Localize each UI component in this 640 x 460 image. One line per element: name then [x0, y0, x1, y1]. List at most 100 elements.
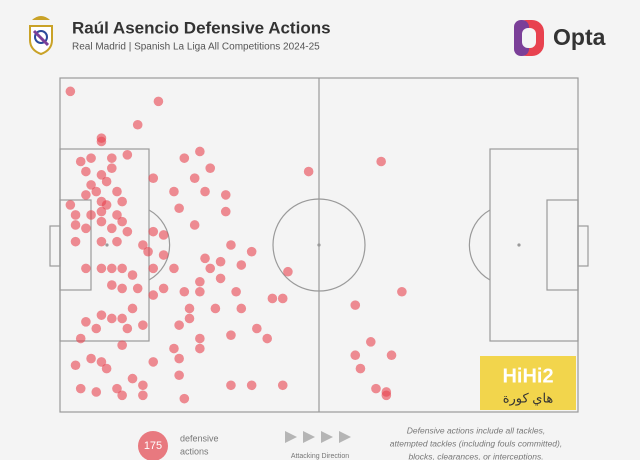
action-dot	[143, 246, 153, 257]
action-dot	[283, 266, 293, 277]
action-dot	[127, 373, 138, 384]
action-dot	[303, 166, 314, 177]
action-dot	[96, 216, 107, 227]
action-dot	[65, 200, 76, 210]
action-dot	[75, 333, 86, 344]
club-crest	[29, 16, 53, 56]
action-dot	[112, 383, 122, 394]
action-dot	[158, 250, 169, 260]
direction-arrows	[285, 431, 351, 443]
action-dot	[132, 283, 143, 294]
action-dot	[236, 260, 247, 270]
note-line: attempted tackles (including fouls commi…	[390, 438, 562, 448]
action-dot	[70, 236, 81, 247]
action-dot	[122, 226, 133, 237]
action-dot	[117, 390, 127, 401]
action-dot	[81, 190, 91, 200]
action-dot	[75, 156, 86, 167]
action-dot	[148, 173, 159, 183]
action-dot	[174, 370, 184, 381]
action-dot	[148, 357, 159, 367]
action-dot	[81, 166, 91, 177]
count-value: 175	[144, 440, 162, 452]
action-dot	[169, 343, 179, 354]
action-dot	[117, 216, 127, 227]
action-dot	[195, 146, 205, 157]
action-dot	[184, 313, 195, 324]
action-dot	[355, 363, 366, 374]
action-dot	[246, 380, 257, 391]
action-dot	[132, 119, 143, 130]
action-dot	[122, 150, 133, 160]
action-dot	[277, 293, 288, 304]
action-dot	[226, 240, 236, 250]
action-dot	[153, 96, 164, 107]
action-dot	[117, 340, 127, 351]
note-line: blocks, clearances, or interceptions.	[408, 451, 543, 460]
action-dot	[236, 303, 247, 314]
chart-subtitle: Real Madrid | Spanish La Liga All Compet…	[72, 42, 320, 53]
action-dot	[107, 223, 117, 234]
action-dot	[195, 333, 205, 344]
action-dot	[86, 180, 96, 190]
action-dot	[112, 236, 122, 247]
action-dot	[350, 350, 361, 361]
action-dot	[86, 153, 96, 163]
action-dot	[101, 176, 112, 187]
action-dot	[138, 320, 148, 330]
action-dot	[96, 206, 107, 217]
action-dot	[70, 360, 81, 371]
action-dot	[226, 330, 236, 340]
action-dot	[246, 246, 257, 257]
action-dot	[252, 323, 262, 334]
action-dot	[366, 337, 376, 347]
action-dot	[226, 380, 236, 391]
action-dot	[210, 303, 221, 314]
action-dot	[195, 343, 205, 354]
action-dot	[91, 186, 102, 197]
action-dot	[169, 263, 179, 274]
action-dot	[220, 206, 231, 217]
action-dot	[127, 303, 138, 314]
action-dot	[122, 323, 133, 334]
action-dot	[138, 390, 148, 401]
action-dot	[117, 196, 127, 207]
action-dot	[148, 263, 159, 274]
action-dot	[195, 276, 205, 287]
action-dot	[127, 270, 138, 280]
dots	[65, 86, 407, 404]
action-dot	[101, 200, 112, 210]
action-dot	[70, 210, 81, 220]
brand-logo: Opta	[514, 20, 606, 56]
action-dot	[86, 353, 96, 364]
action-dot	[376, 156, 386, 167]
action-dot	[220, 190, 231, 200]
watermark-text: HiHi2	[502, 365, 553, 387]
action-dot	[138, 240, 148, 250]
action-dot	[174, 353, 184, 364]
action-dot	[169, 186, 179, 197]
action-dot	[81, 317, 91, 327]
action-dot	[86, 210, 96, 220]
action-dot	[70, 220, 81, 230]
watermark-text: هاي كورة	[503, 390, 554, 406]
action-dot	[189, 220, 200, 230]
action-dot	[158, 230, 169, 240]
action-dot	[81, 263, 91, 274]
action-dot	[75, 383, 86, 394]
action-dot	[101, 363, 112, 374]
action-dot	[215, 256, 226, 267]
action-dot	[96, 170, 107, 180]
note-line: Defensive actions include all tackles,	[407, 425, 545, 435]
action-dot	[117, 313, 127, 324]
action-dot	[184, 303, 195, 314]
action-dot	[96, 263, 107, 274]
action-dot	[179, 393, 190, 404]
action-dot	[215, 273, 226, 284]
action-dot	[231, 286, 241, 297]
action-dot	[386, 350, 397, 361]
action-dot	[267, 293, 278, 304]
count-label: defensive	[180, 433, 219, 443]
action-dot	[205, 263, 216, 274]
